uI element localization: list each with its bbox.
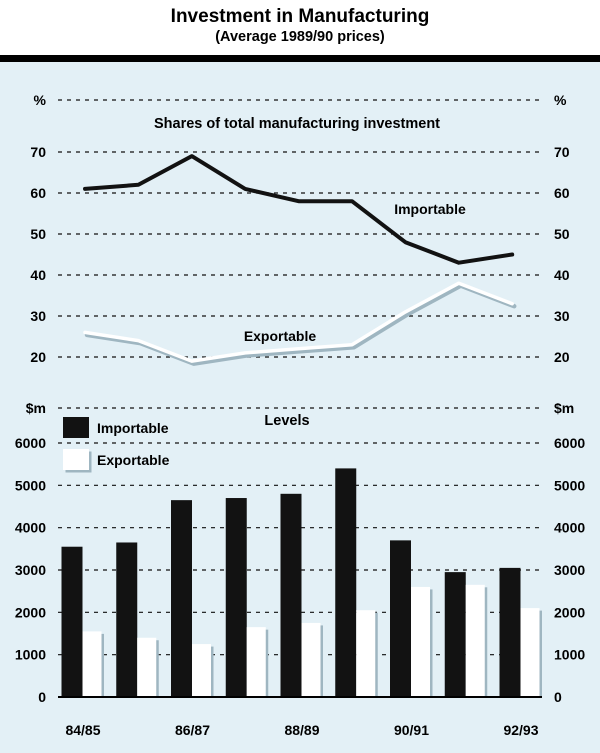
y-tick-label-left: 3000 bbox=[15, 562, 46, 578]
y-tick-label-left: 60 bbox=[30, 185, 46, 201]
y-axis-unit-right: % bbox=[554, 92, 567, 108]
legend-swatch-exportable bbox=[63, 449, 89, 470]
page-subtitle: (Average 1989/90 prices) bbox=[215, 29, 385, 45]
importable-line-label: Importable bbox=[394, 201, 466, 217]
y-tick-label-right: 40 bbox=[554, 267, 570, 283]
x-tick-label: 90/91 bbox=[394, 722, 429, 738]
exportable-bar bbox=[301, 622, 321, 697]
y-axis-unit-left: $m bbox=[26, 400, 46, 416]
y-tick-label-left: 2000 bbox=[15, 604, 46, 620]
exportable-bar bbox=[465, 584, 485, 697]
exportable-line-label: Exportable bbox=[244, 328, 317, 344]
legend-label-importable: Importable bbox=[97, 420, 169, 436]
importable-bar bbox=[61, 546, 83, 697]
y-tick-label-right: 0 bbox=[554, 689, 562, 705]
y-tick-label-left: 40 bbox=[30, 267, 46, 283]
importable-bar bbox=[390, 540, 411, 697]
y-tick-label-right: 60 bbox=[554, 185, 570, 201]
y-tick-label-right: 20 bbox=[554, 349, 570, 365]
y-tick-label-left: 1000 bbox=[15, 647, 46, 663]
shares-line-chart: % % 20 20 30 30 40 40 50 50 60 60 70 70 Shares of tota… bbox=[30, 92, 570, 366]
y-axis-unit-left: % bbox=[34, 92, 47, 108]
importable-bar bbox=[225, 498, 247, 697]
y-tick-label-right: 30 bbox=[554, 308, 570, 324]
exportable-bar bbox=[137, 637, 157, 697]
page-title: Investment in Manufacturing bbox=[170, 6, 430, 27]
y-tick-label-right: 1000 bbox=[554, 647, 585, 663]
chart-region: %% 20 20 30 30 40 40 50 50 60 60 70 70 Shares of tota… bbox=[0, 55, 600, 753]
importable-line bbox=[83, 154, 515, 265]
y-tick-label-left: 30 bbox=[30, 308, 46, 324]
importable-bar bbox=[499, 567, 521, 697]
importable-bar bbox=[116, 542, 138, 697]
x-tick-label: 88/89 bbox=[284, 722, 319, 738]
y-tick-label-left: 20 bbox=[30, 349, 46, 365]
y-tick-label-left: 4000 bbox=[15, 520, 46, 536]
y-tick-label-right: 6000 bbox=[554, 435, 585, 451]
y-tick-label-right: 3000 bbox=[554, 562, 585, 578]
shares-panel-title: Shares of total manufacturing investment bbox=[154, 116, 440, 132]
levels-panel-title: Levels bbox=[264, 413, 309, 429]
importable-bar bbox=[171, 500, 192, 697]
top-rule bbox=[0, 55, 600, 62]
legend-swatch-importable bbox=[63, 417, 89, 438]
exportable-bar bbox=[192, 644, 211, 697]
y-tick-label-right: 4000 bbox=[554, 520, 585, 536]
exportable-bar bbox=[411, 586, 430, 697]
y-tick-label-left: 5000 bbox=[15, 477, 46, 493]
y-tick-label-right: 70 bbox=[554, 144, 570, 160]
exportable-line-shadow bbox=[84, 283, 517, 366]
y-tick-label-left: 0 bbox=[38, 689, 46, 705]
exportable-bar bbox=[520, 608, 540, 697]
importable-bar bbox=[280, 493, 302, 697]
y-tick-label-right: 2000 bbox=[554, 604, 585, 620]
y-tick-label-right: 5000 bbox=[554, 477, 585, 493]
y-tick-label-left: 70 bbox=[30, 144, 46, 160]
x-tick-label: 86/87 bbox=[175, 722, 210, 738]
y-tick-label-left: 50 bbox=[30, 226, 46, 242]
chart-header: Investment in Manufacturing (Average 198… bbox=[0, 0, 600, 55]
y-tick-label-right: 50 bbox=[554, 226, 570, 242]
legend-label-exportable: Exportable bbox=[97, 452, 170, 468]
importable-bar bbox=[335, 468, 357, 697]
exportable-line bbox=[83, 281, 514, 363]
exportable-bar bbox=[356, 610, 376, 697]
y-axis-unit-right: $m bbox=[554, 400, 574, 416]
exportable-bar bbox=[246, 627, 266, 697]
levels-bar-chart: $m $m 0 0 1000 1000 2000 2000 3000 3000 4000 4000 50… bbox=[15, 400, 586, 738]
exportable-bar bbox=[82, 631, 102, 697]
x-tick-label: 92/93 bbox=[503, 722, 538, 738]
importable-bar bbox=[444, 572, 466, 697]
y-tick-label-left: 6000 bbox=[15, 435, 46, 451]
x-tick-label: 84/85 bbox=[65, 722, 100, 738]
